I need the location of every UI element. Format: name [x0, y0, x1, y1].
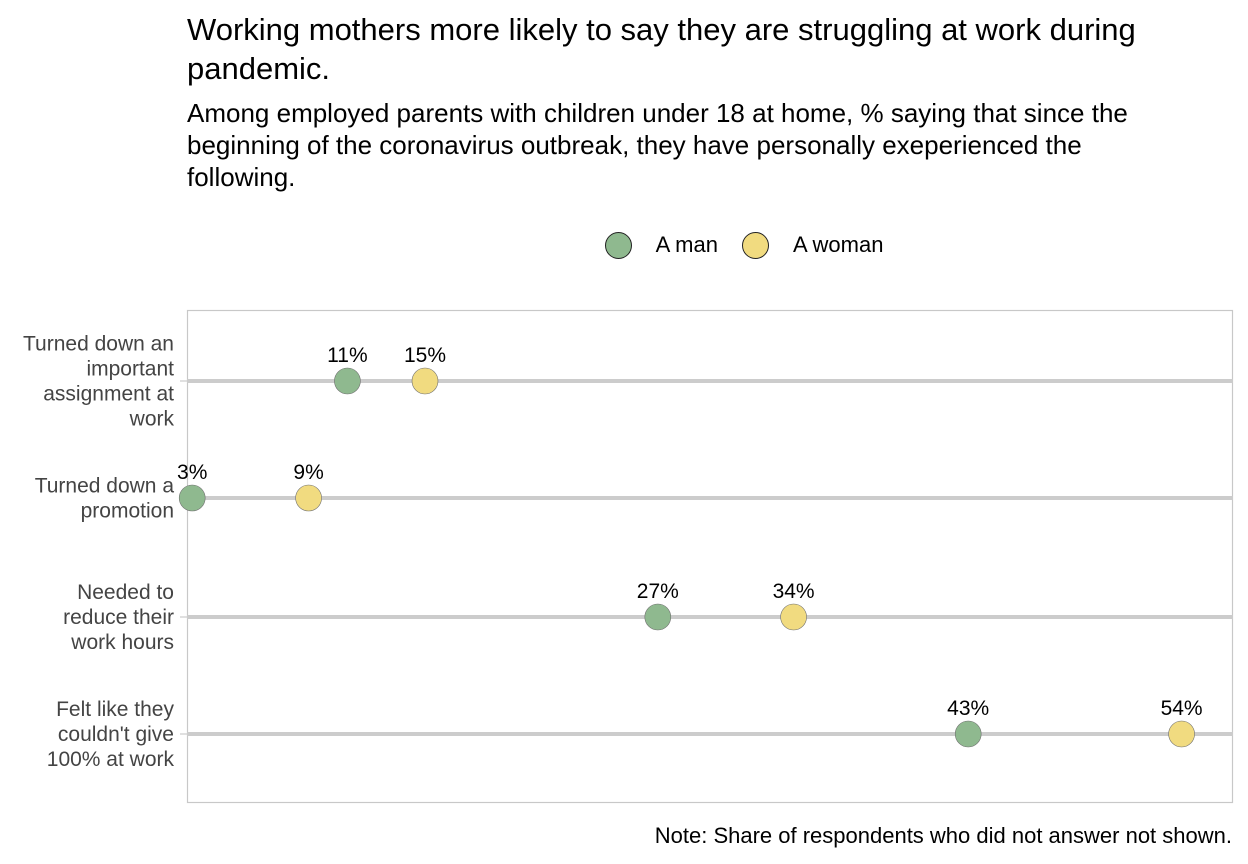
legend-label-man: A man — [655, 232, 718, 257]
data-point — [411, 367, 439, 395]
data-point — [295, 484, 322, 512]
data-label: 27% — [637, 580, 679, 603]
y-tick-label: Turned down a — [35, 475, 175, 498]
data-point — [178, 484, 206, 512]
y-tick-label: work hours — [70, 631, 174, 654]
y-tick-label: promotion — [81, 500, 174, 523]
legend-swatch-woman — [741, 231, 769, 259]
data-label: 34% — [773, 580, 815, 603]
y-tick-label: reduce their — [63, 606, 174, 629]
data-label: 15% — [404, 344, 446, 367]
data-point — [644, 603, 672, 631]
data-label: 11% — [327, 344, 367, 367]
y-tick-label: work — [129, 408, 175, 431]
legend-label-woman: A woman — [792, 232, 884, 257]
y-tick-label: Turned down an — [23, 333, 174, 356]
data-label: 43% — [947, 697, 989, 720]
y-tick-label: Needed to — [77, 581, 174, 604]
chart-subtitle: Among employed parents with children und… — [187, 98, 1128, 192]
legend-swatch-man — [604, 231, 632, 259]
data-label: 9% — [293, 461, 323, 484]
footnote: Note: Share of respondents who did not a… — [654, 823, 1232, 848]
data-point — [334, 367, 361, 395]
y-tick-label: important — [86, 358, 174, 381]
data-label: 54% — [1161, 697, 1203, 720]
plot-panel-border — [186, 309, 1234, 804]
legend-item-man: A man — [604, 231, 718, 259]
data-point — [954, 720, 982, 748]
y-tick-label: couldn't give — [58, 723, 174, 746]
y-tick-label: 100% at work — [47, 748, 175, 771]
data-point — [780, 603, 807, 631]
y-tick-label: Felt like they — [56, 698, 174, 721]
y-tick-label: assignment at — [43, 383, 174, 406]
legend: A man A woman — [0, 228, 1248, 262]
data-label: 3% — [177, 461, 207, 484]
legend-item-woman: A woman — [741, 231, 884, 259]
chart-title: Working mothers more likely to say they … — [187, 12, 1136, 86]
data-point — [1168, 720, 1195, 748]
